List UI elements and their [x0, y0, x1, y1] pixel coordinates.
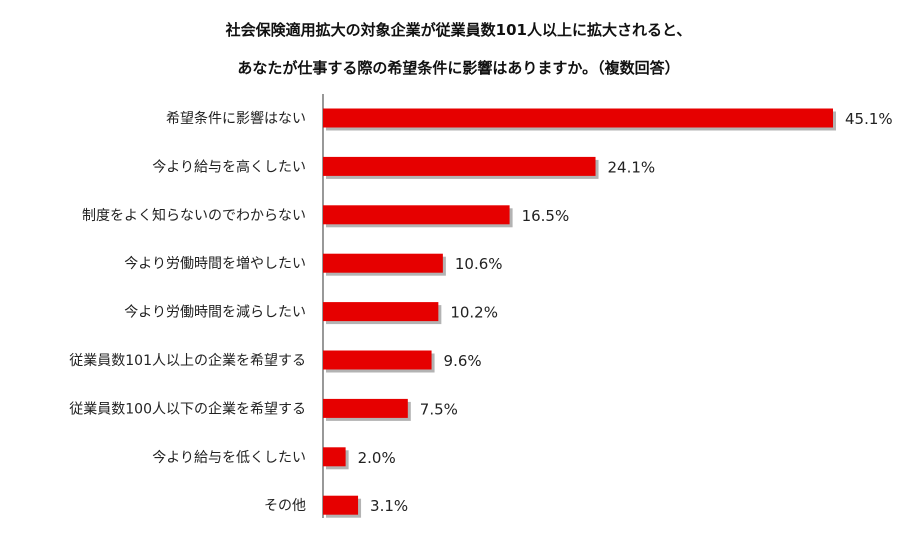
bar [323, 398, 408, 418]
chart-title-line-1: 社会保険適用拡大の対象企業が従業員数101人以上に拡大されると、 [225, 21, 692, 39]
category-label: 今より労働時間を減らしたい [124, 304, 306, 321]
value-label: 7.5% [420, 400, 458, 418]
value-label: 9.6% [444, 352, 482, 370]
value-label: 16.5% [522, 207, 570, 225]
bar [323, 205, 510, 225]
bar [323, 108, 833, 128]
bar [323, 302, 439, 322]
value-label: 3.1% [370, 497, 408, 515]
bar [323, 156, 596, 176]
category-label: 今より労働時間を増やしたい [124, 256, 306, 272]
bar [323, 253, 443, 273]
category-label: 今より給与を高くしたい [152, 158, 306, 175]
category-label: その他 [264, 498, 306, 514]
category-label: 希望条件に影響はない [166, 110, 306, 127]
value-label: 45.1% [845, 110, 893, 128]
chart-title-line-2: あなたが仕事する際の希望条件に影響はありますか。（複数回答） [237, 59, 680, 77]
value-label: 10.6% [455, 255, 503, 273]
category-label: 今より給与を低くしたい [152, 450, 306, 466]
category-label: 従業員数101人以上の企業を希望する [69, 352, 306, 369]
category-label: 従業員数100人以下の企業を希望する [69, 400, 306, 417]
value-label: 24.1% [608, 158, 656, 176]
value-label: 2.0% [358, 449, 396, 467]
bar [323, 350, 432, 370]
value-label: 10.2% [450, 304, 498, 322]
bar [323, 447, 346, 467]
category-label: 制度をよく知らないのでわからない [82, 207, 306, 224]
bar [323, 495, 359, 515]
